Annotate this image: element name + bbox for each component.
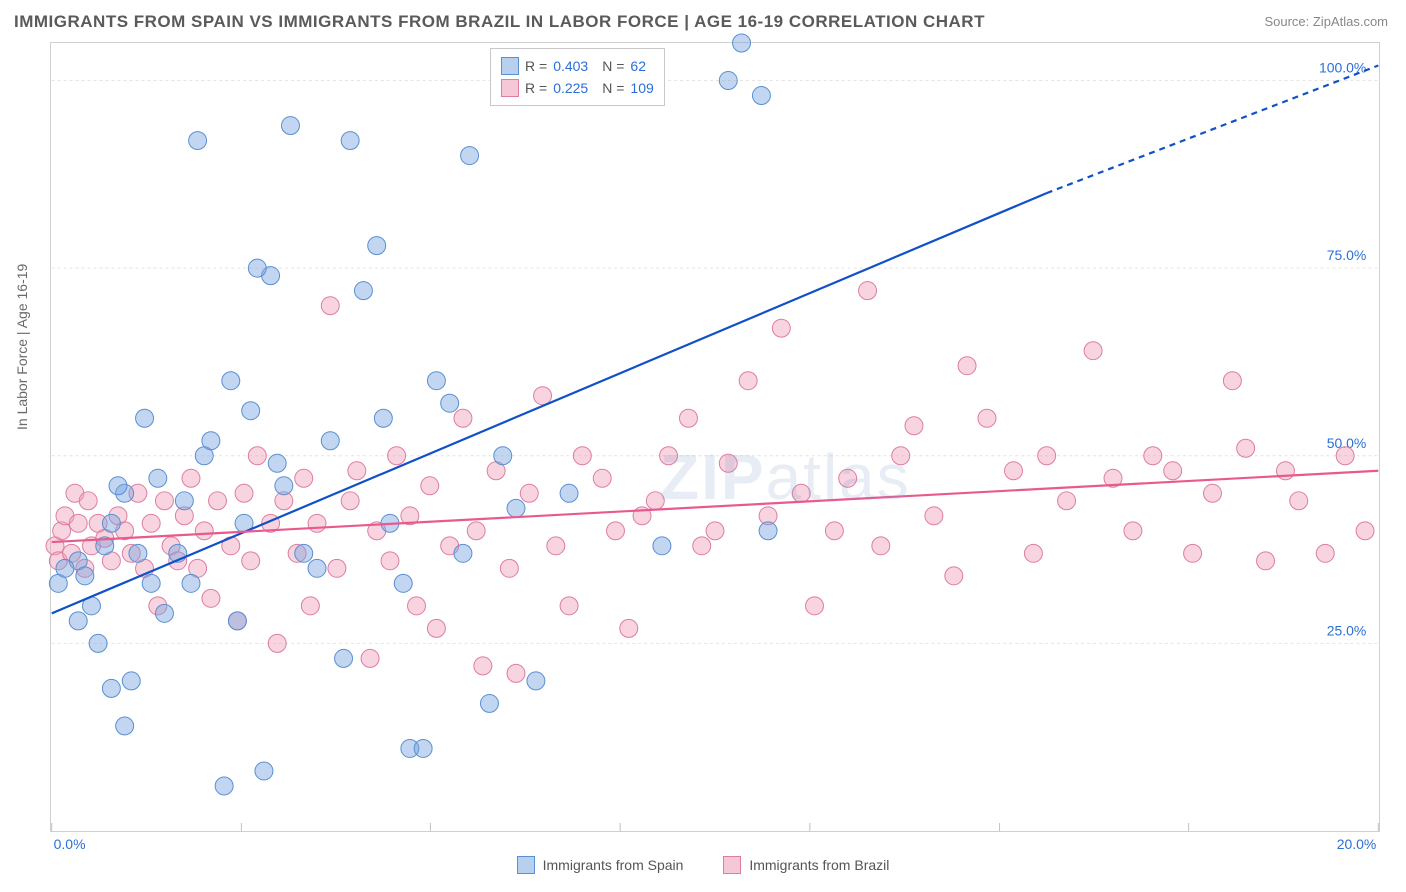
swatch-spain — [517, 856, 535, 874]
r-label: R = — [525, 77, 547, 99]
chart-frame: 25.0%50.0%75.0%100.0%0.0%20.0% — [50, 42, 1380, 832]
swatch-spain — [501, 57, 519, 75]
svg-text:20.0%: 20.0% — [1337, 836, 1377, 852]
source-attribution: Source: ZipAtlas.com — [1264, 14, 1388, 29]
legend-row-spain: R = 0.403 N = 62 — [501, 55, 654, 77]
legend-correlation: R = 0.403 N = 62 R = 0.225 N = 109 — [490, 48, 665, 106]
swatch-brazil — [723, 856, 741, 874]
legend-item-spain: Immigrants from Spain — [517, 856, 684, 874]
chart-title: IMMIGRANTS FROM SPAIN VS IMMIGRANTS FROM… — [14, 12, 985, 32]
r-label: R = — [525, 55, 547, 77]
n-value-spain: 62 — [630, 55, 646, 77]
svg-text:25.0%: 25.0% — [1327, 622, 1367, 638]
n-label: N = — [602, 77, 624, 99]
legend-item-brazil: Immigrants from Brazil — [723, 856, 889, 874]
series-label-spain: Immigrants from Spain — [543, 857, 684, 873]
scatter-plot: 25.0%50.0%75.0%100.0%0.0%20.0% — [51, 43, 1379, 831]
n-value-brazil: 109 — [630, 77, 653, 99]
r-value-brazil: 0.225 — [553, 77, 588, 99]
swatch-brazil — [501, 79, 519, 97]
svg-text:75.0%: 75.0% — [1327, 247, 1367, 263]
svg-text:0.0%: 0.0% — [54, 836, 86, 852]
y-axis-label: In Labor Force | Age 16-19 — [14, 264, 30, 430]
n-label: N = — [602, 55, 624, 77]
series-label-brazil: Immigrants from Brazil — [749, 857, 889, 873]
r-value-spain: 0.403 — [553, 55, 588, 77]
legend-row-brazil: R = 0.225 N = 109 — [501, 77, 654, 99]
legend-series: Immigrants from Spain Immigrants from Br… — [0, 856, 1406, 877]
